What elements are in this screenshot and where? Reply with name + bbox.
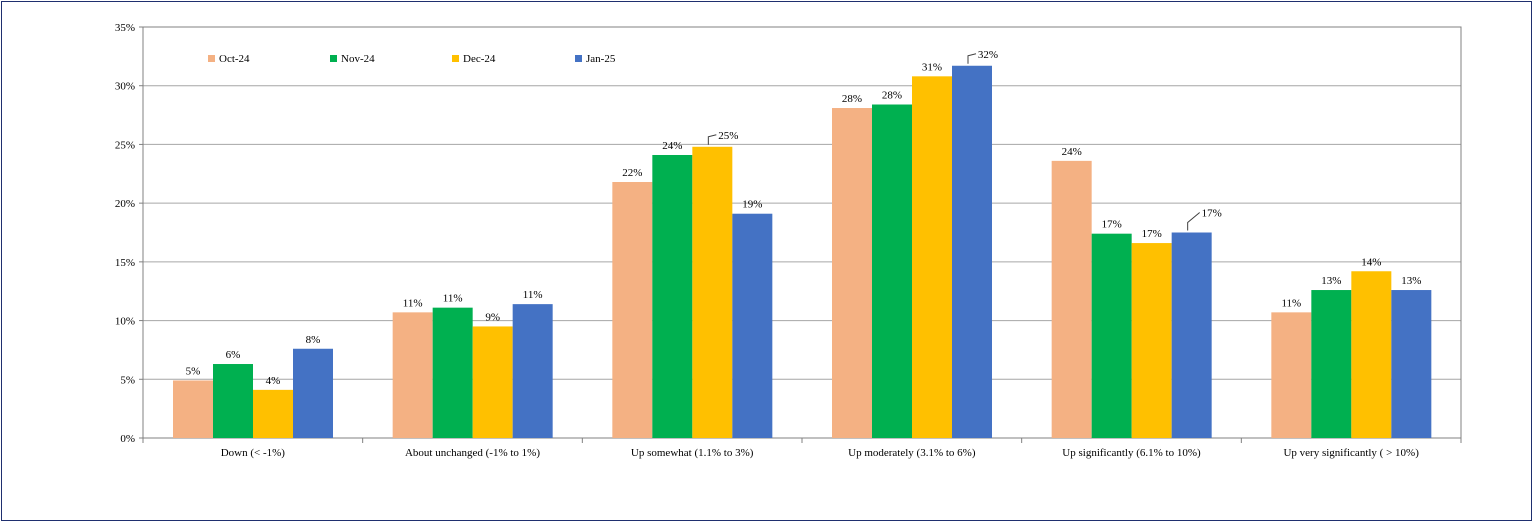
data-label: 17% <box>1102 219 1122 231</box>
bar <box>293 348 333 438</box>
y-tick-label: 5% <box>120 374 135 386</box>
legend-swatch <box>330 55 337 62</box>
data-label: 8% <box>306 334 321 346</box>
data-label: 17% <box>1202 208 1222 220</box>
x-tick-label: Up significantly (6.1% to 10%) <box>1062 447 1201 459</box>
bar <box>432 307 473 438</box>
bar <box>472 326 513 438</box>
plot-area <box>143 27 1461 438</box>
bar <box>1131 243 1172 438</box>
bar <box>392 312 433 438</box>
data-label: 11% <box>443 293 463 305</box>
bar <box>612 182 653 438</box>
bar <box>912 76 952 438</box>
data-label: 13% <box>1401 275 1421 287</box>
x-tick-label: About unchanged (-1% to 1%) <box>405 447 540 459</box>
x-tick-label: Up very significantly ( > 10%) <box>1283 447 1419 459</box>
bar <box>732 213 773 438</box>
bar <box>1051 160 1092 438</box>
data-label-leader <box>707 134 717 145</box>
data-label: 28% <box>842 93 862 105</box>
x-tick-label: Down (< -1%) <box>221 447 286 459</box>
bar <box>1351 271 1392 438</box>
bar <box>253 389 293 438</box>
data-label: 13% <box>1321 275 1341 287</box>
legend-label: Jan-25 <box>586 53 616 65</box>
data-label: 24% <box>1062 146 1082 158</box>
data-label: 11% <box>1281 297 1301 309</box>
y-tick-label: 25% <box>115 139 135 151</box>
bar <box>652 154 693 439</box>
y-tick-label: 30% <box>115 81 135 93</box>
legend-swatch <box>575 55 582 62</box>
x-tick-label: Up moderately (3.1% to 6%) <box>848 447 976 459</box>
bar <box>1391 290 1432 438</box>
data-label: 5% <box>186 365 201 377</box>
data-label: 14% <box>1361 256 1381 268</box>
bar <box>872 104 912 438</box>
y-tick-label: 0% <box>120 433 135 445</box>
data-label: 11% <box>403 297 423 309</box>
data-label: 28% <box>882 90 902 102</box>
data-label: 24% <box>662 140 682 152</box>
data-label: 31% <box>922 61 942 73</box>
bar <box>1311 290 1352 438</box>
data-label-leader <box>967 53 977 64</box>
bar <box>213 364 253 438</box>
bar <box>1091 233 1132 438</box>
legend-swatch <box>452 55 459 62</box>
bar <box>692 146 733 438</box>
data-label: 22% <box>622 167 642 179</box>
bar <box>832 108 872 439</box>
bar <box>1271 312 1312 438</box>
y-tick-label: 15% <box>115 257 135 269</box>
data-label: 9% <box>485 311 500 323</box>
bar <box>1171 232 1212 438</box>
legend-label: Dec-24 <box>463 53 496 65</box>
y-tick-label: 35% <box>115 22 135 34</box>
data-label: 25% <box>718 130 738 142</box>
legend-label: Nov-24 <box>341 53 375 65</box>
bar <box>173 380 213 438</box>
legend-label: Oct-24 <box>219 53 250 65</box>
data-label-leader <box>1187 212 1200 231</box>
bar <box>512 304 553 438</box>
data-label: 17% <box>1142 228 1162 240</box>
x-tick-label: Up somewhat (1.1% to 3%) <box>631 447 754 459</box>
data-label: 19% <box>742 199 762 211</box>
data-label: 32% <box>978 49 998 61</box>
y-tick-label: 20% <box>115 198 135 210</box>
data-label: 4% <box>266 375 281 387</box>
bar <box>952 65 992 438</box>
y-tick-label: 10% <box>115 316 135 328</box>
legend-swatch <box>208 55 215 62</box>
data-label: 6% <box>226 349 241 361</box>
data-label: 11% <box>523 289 543 301</box>
